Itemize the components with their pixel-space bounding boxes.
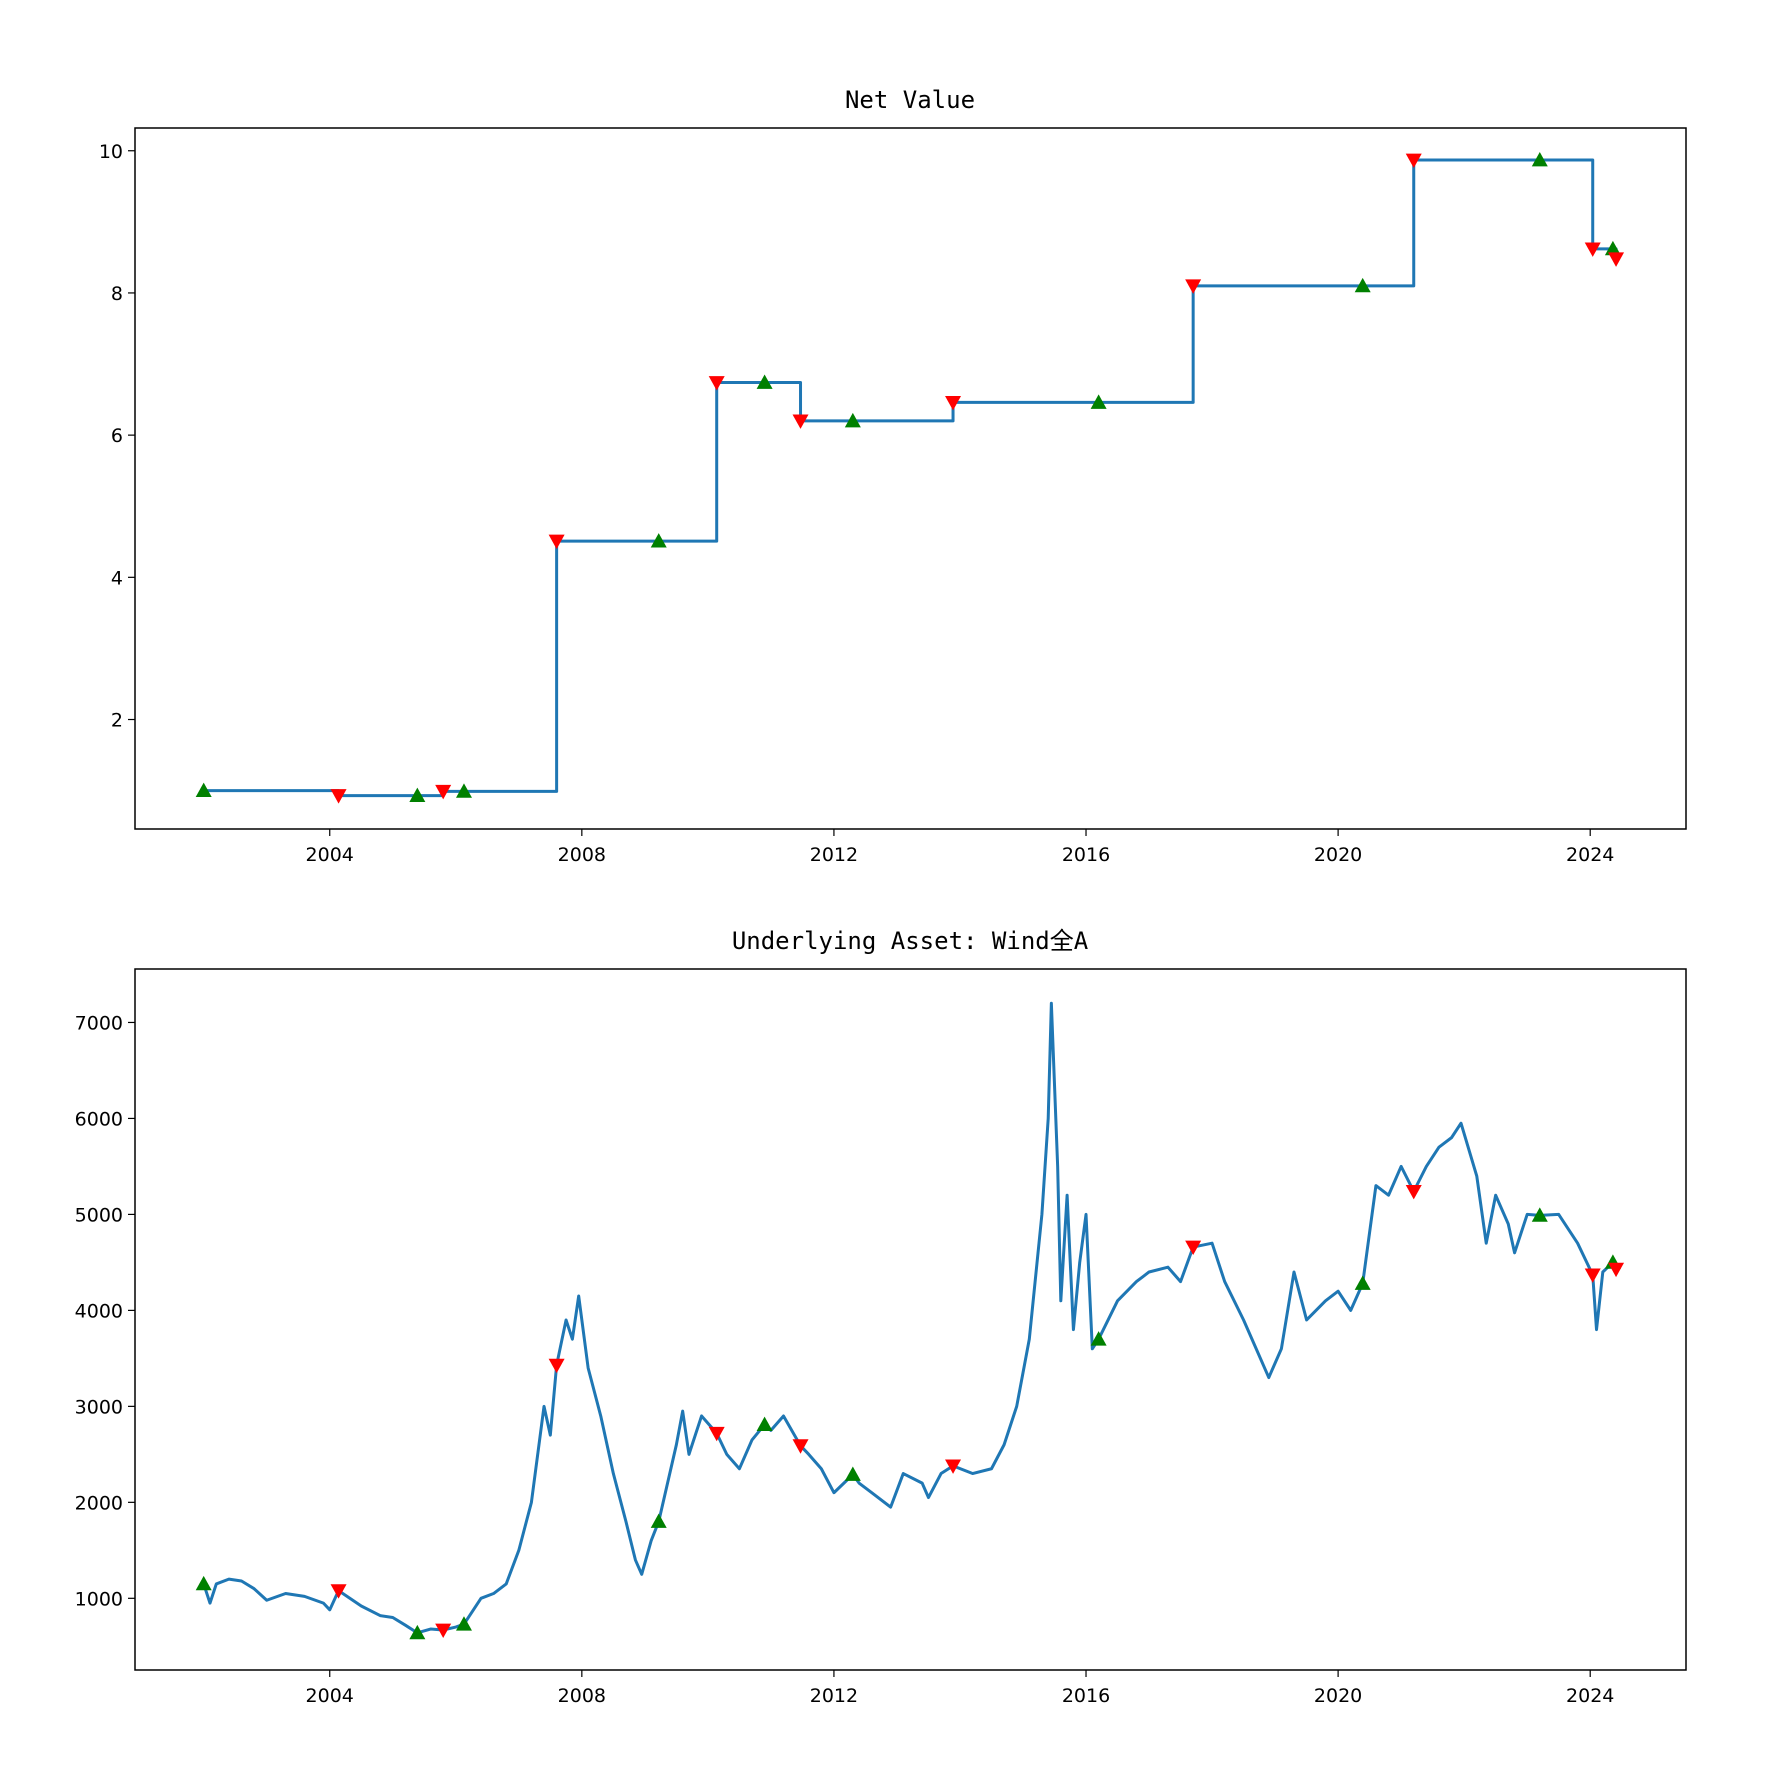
y-tick-label: 3000 (75, 1396, 123, 1418)
x-tick-label: 2016 (1062, 1685, 1110, 1707)
buy-marker (1354, 1275, 1371, 1290)
y-tick-label: 7000 (75, 1012, 123, 1034)
sell-marker (1584, 242, 1601, 257)
sell-marker (792, 414, 809, 429)
sell-marker (945, 1459, 962, 1474)
x-tick-label: 2024 (1566, 844, 1614, 866)
buy-marker (409, 1624, 426, 1640)
y-tick-label: 4000 (75, 1300, 123, 1322)
buy-marker (1354, 277, 1371, 293)
x-tick-label: 2024 (1566, 1685, 1614, 1707)
sell-marker (792, 1439, 809, 1454)
sell-marker (435, 784, 452, 800)
x-tick-label: 2012 (810, 844, 858, 866)
axes-frame (134, 127, 1687, 830)
buy-marker (756, 1416, 773, 1431)
x-tick-label: 2008 (558, 1685, 606, 1707)
axes-frame (134, 968, 1687, 1671)
buy-marker (1531, 151, 1548, 167)
y-tick-label: 1000 (75, 1588, 123, 1610)
x-tick-label: 2008 (558, 844, 606, 866)
buy-marker (1531, 1207, 1548, 1222)
y-tick-label: 6 (111, 425, 123, 447)
x-tick-label: 2012 (810, 1685, 858, 1707)
sell-marker (708, 1426, 725, 1442)
buy-marker (1090, 394, 1107, 409)
x-tick-label: 2020 (1314, 844, 1362, 866)
buy-marker (409, 787, 426, 802)
sell-marker (1405, 153, 1422, 168)
y-tick-label: 8 (111, 283, 123, 305)
sell-marker (1608, 1262, 1625, 1278)
buy-marker (195, 782, 212, 798)
buy-marker (756, 374, 773, 389)
buy-marker (1090, 1331, 1107, 1346)
x-tick-label: 2004 (306, 844, 354, 866)
sell-marker (330, 1584, 347, 1599)
y-tick-label: 6000 (75, 1108, 123, 1130)
y-tick-label: 2 (111, 710, 123, 732)
sell-marker (1185, 279, 1202, 294)
sell-marker (945, 396, 962, 411)
buy-marker (650, 1513, 667, 1528)
sell-marker (1405, 1184, 1422, 1200)
sell-marker (548, 534, 565, 550)
y-tick-label: 5000 (75, 1204, 123, 1226)
x-tick-label: 2004 (306, 1685, 354, 1707)
y-tick-label: 2000 (75, 1492, 123, 1514)
buy-marker (195, 1575, 212, 1591)
buy-marker (844, 1466, 861, 1481)
x-tick-label: 2020 (1314, 1685, 1362, 1707)
sell-marker (1608, 252, 1625, 267)
sell-marker (708, 376, 725, 391)
chart-title: Underlying Asset: Wind全A (732, 927, 1089, 955)
buy-marker (455, 1616, 472, 1631)
buy-marker (455, 783, 472, 798)
sell-marker (548, 1358, 565, 1374)
buy-marker (844, 412, 861, 428)
sell-marker (1185, 1240, 1202, 1256)
y-tick-label: 10 (99, 141, 123, 163)
sell-marker (1584, 1268, 1601, 1283)
x-tick-label: 2016 (1062, 844, 1110, 866)
buy-marker (1604, 240, 1621, 256)
y-tick-label: 4 (111, 567, 123, 589)
sell-marker (330, 789, 347, 804)
buy-marker (650, 533, 667, 548)
sell-marker (435, 1623, 452, 1638)
underlying-asset-subplot: Underlying Asset: Wind全A 2004 2008 2012 201… (75, 927, 1687, 1707)
net-value-subplot: Net Value 2004 2008 2012 2016 2020 2024 2 4 6 8 10 (99, 86, 1687, 866)
chart-title: Net Value (845, 86, 975, 114)
